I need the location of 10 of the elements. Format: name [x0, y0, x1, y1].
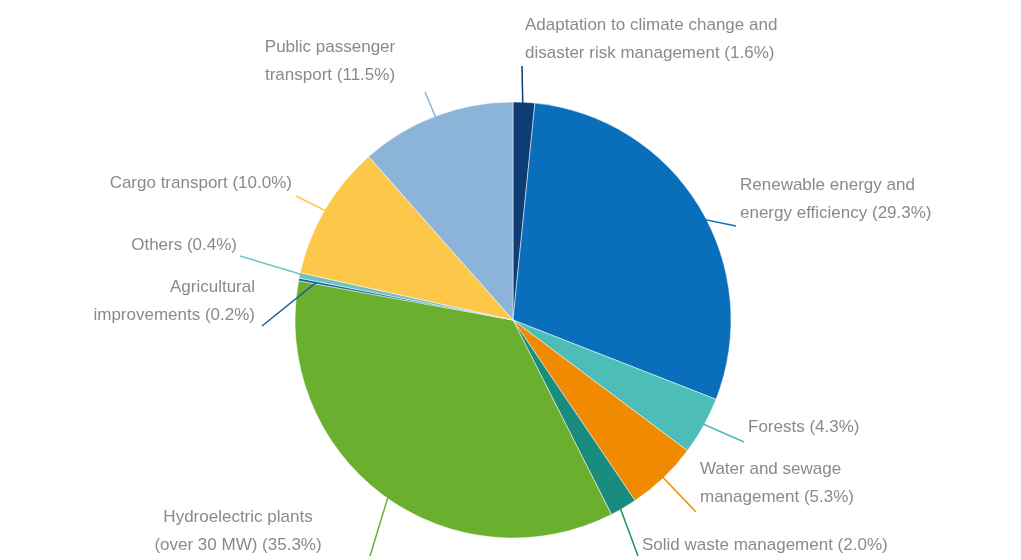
slice-label: Agricultural improvements (0.2%) [93, 277, 255, 324]
slice-label: Hydroelectric plants (over 30 MW) (35.3%) [154, 507, 322, 554]
slice-label: Forests (4.3%) [748, 417, 860, 436]
slice-label: Cargo transport (10.0%) [109, 173, 292, 192]
slice-label: Solid waste management (2.0%) [642, 535, 888, 554]
slice-label: Renewable energy and energy efficiency (29.3%) [740, 175, 932, 222]
slice-label: Adaptation to climate change and disaster risk management (1.6%) [525, 15, 778, 62]
slice-label: Public passenger transport (11.5%) [264, 37, 396, 84]
slice-label: Water and sewage management (5.3%) [700, 459, 855, 506]
slice-label: Others (0.4%) [131, 235, 237, 254]
